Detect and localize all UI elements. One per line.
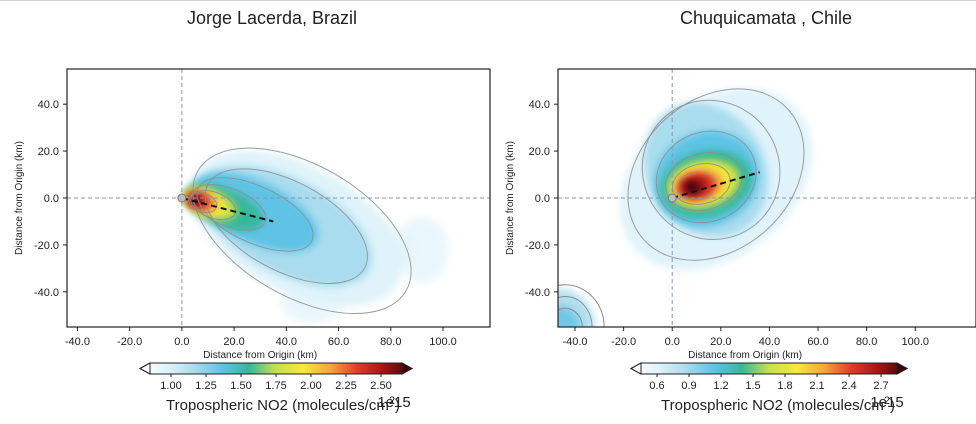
- y-tick-label: -20.0: [34, 240, 59, 252]
- colorbar-tick-label: 2.1: [809, 380, 824, 392]
- colorbar-multiplier: 1e15: [870, 394, 903, 411]
- colorbar-tick-label: 2.25: [335, 380, 356, 392]
- colorbar-multiplier: 1e15: [377, 394, 410, 411]
- colorbar-tick-label: 2.4: [841, 380, 856, 392]
- colorbar-label: Tropospheric NO2 (molecules/cm2): [166, 395, 400, 414]
- colorbar-tick-label: 1.8: [777, 380, 792, 392]
- y-axis-label: Distance from Origin (km): [505, 141, 516, 255]
- plume-field: [558, 69, 976, 327]
- x-tick-label: 100.0: [901, 336, 929, 348]
- y-tick-label: -40.0: [525, 287, 550, 299]
- y-tick-label: 0.0: [535, 193, 550, 205]
- x-tick-label: 40.0: [276, 336, 297, 348]
- colorbar-tick-label: 1.5: [745, 380, 760, 392]
- x-tick-label: 60.0: [807, 336, 828, 348]
- colorbar-tick-label: 2.00: [300, 380, 321, 392]
- colorbar-tick-label: 1.50: [230, 380, 251, 392]
- chart-title: Jorge Lacerda, Brazil: [187, 8, 357, 28]
- x-tick-label: 20.0: [223, 336, 244, 348]
- y-tick-label: 0.0: [44, 193, 59, 205]
- y-tick-label: 20.0: [529, 146, 550, 158]
- colorbar: [629, 362, 909, 375]
- colorbar-tick-label: 0.6: [649, 380, 664, 392]
- x-tick-label: 80.0: [380, 336, 401, 348]
- x-tick-label: 0.0: [665, 336, 680, 348]
- source-origin-marker: [667, 193, 677, 203]
- x-tick-label: -20.0: [117, 336, 142, 348]
- colorbar-tick-label: 0.9: [681, 380, 696, 392]
- plume-field: [67, 69, 490, 327]
- colorbar-tick-label: 1.25: [195, 380, 216, 392]
- x-tick-label: 40.0: [759, 336, 780, 348]
- x-tick-label: 0.0: [174, 336, 189, 348]
- x-tick-label: -40.0: [65, 336, 90, 348]
- colorbar: [138, 362, 414, 375]
- colorbar-tick-label: 2.7: [873, 380, 888, 392]
- x-tick-label: 20.0: [710, 336, 731, 348]
- x-tick-label: 100.0: [429, 336, 457, 348]
- y-tick-label: 40.0: [529, 99, 550, 111]
- plume-direction-line: [181, 197, 274, 223]
- x-tick-label: -40.0: [562, 336, 587, 348]
- y-tick-label: 20.0: [38, 146, 59, 158]
- y-tick-label: 40.0: [38, 99, 59, 111]
- x-axis-label: Distance from Origin (km): [688, 350, 802, 361]
- colorbar-tick-label: 1.00: [160, 380, 181, 392]
- y-tick-label: -40.0: [34, 287, 59, 299]
- y-axis-label: Distance from Origin (km): [14, 141, 25, 255]
- colorbar-label: Tropospheric NO2 (molecules/cm2): [661, 395, 895, 414]
- top-divider-line: [0, 0, 976, 1]
- plume-direction-line: [671, 171, 760, 199]
- colorbar-tick-label: 1.2: [713, 380, 728, 392]
- y-tick-label: -20.0: [525, 240, 550, 252]
- x-axis-label: Distance from Origin (km): [203, 350, 317, 361]
- x-tick-label: 80.0: [856, 336, 877, 348]
- chart-title: Chuquicamata , Chile: [680, 8, 852, 28]
- x-tick-label: 60.0: [328, 336, 349, 348]
- colorbar-tick-label: 2.50: [370, 380, 391, 392]
- x-tick-label: -20.0: [611, 336, 636, 348]
- source-origin-marker: [177, 193, 187, 203]
- colorbar-tick-label: 1.75: [265, 380, 286, 392]
